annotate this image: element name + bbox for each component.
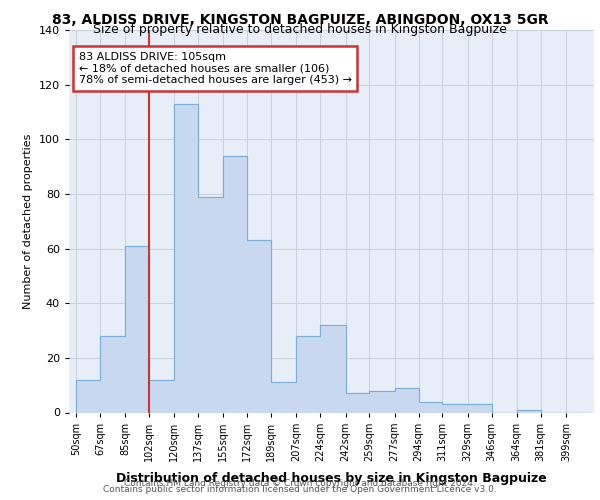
X-axis label: Distribution of detached houses by size in Kingston Bagpuize: Distribution of detached houses by size … bbox=[116, 472, 547, 485]
Text: Contains HM Land Registry data © Crown copyright and database right 2024.: Contains HM Land Registry data © Crown c… bbox=[124, 478, 476, 488]
Y-axis label: Number of detached properties: Number of detached properties bbox=[23, 134, 33, 309]
Text: Contains public sector information licensed under the Open Government Licence v3: Contains public sector information licen… bbox=[103, 485, 497, 494]
Text: 83 ALDISS DRIVE: 105sqm
← 18% of detached houses are smaller (106)
78% of semi-d: 83 ALDISS DRIVE: 105sqm ← 18% of detache… bbox=[79, 52, 352, 85]
Text: Size of property relative to detached houses in Kingston Bagpuize: Size of property relative to detached ho… bbox=[93, 22, 507, 36]
Polygon shape bbox=[76, 104, 591, 412]
Text: 83, ALDISS DRIVE, KINGSTON BAGPUIZE, ABINGDON, OX13 5GR: 83, ALDISS DRIVE, KINGSTON BAGPUIZE, ABI… bbox=[52, 12, 548, 26]
